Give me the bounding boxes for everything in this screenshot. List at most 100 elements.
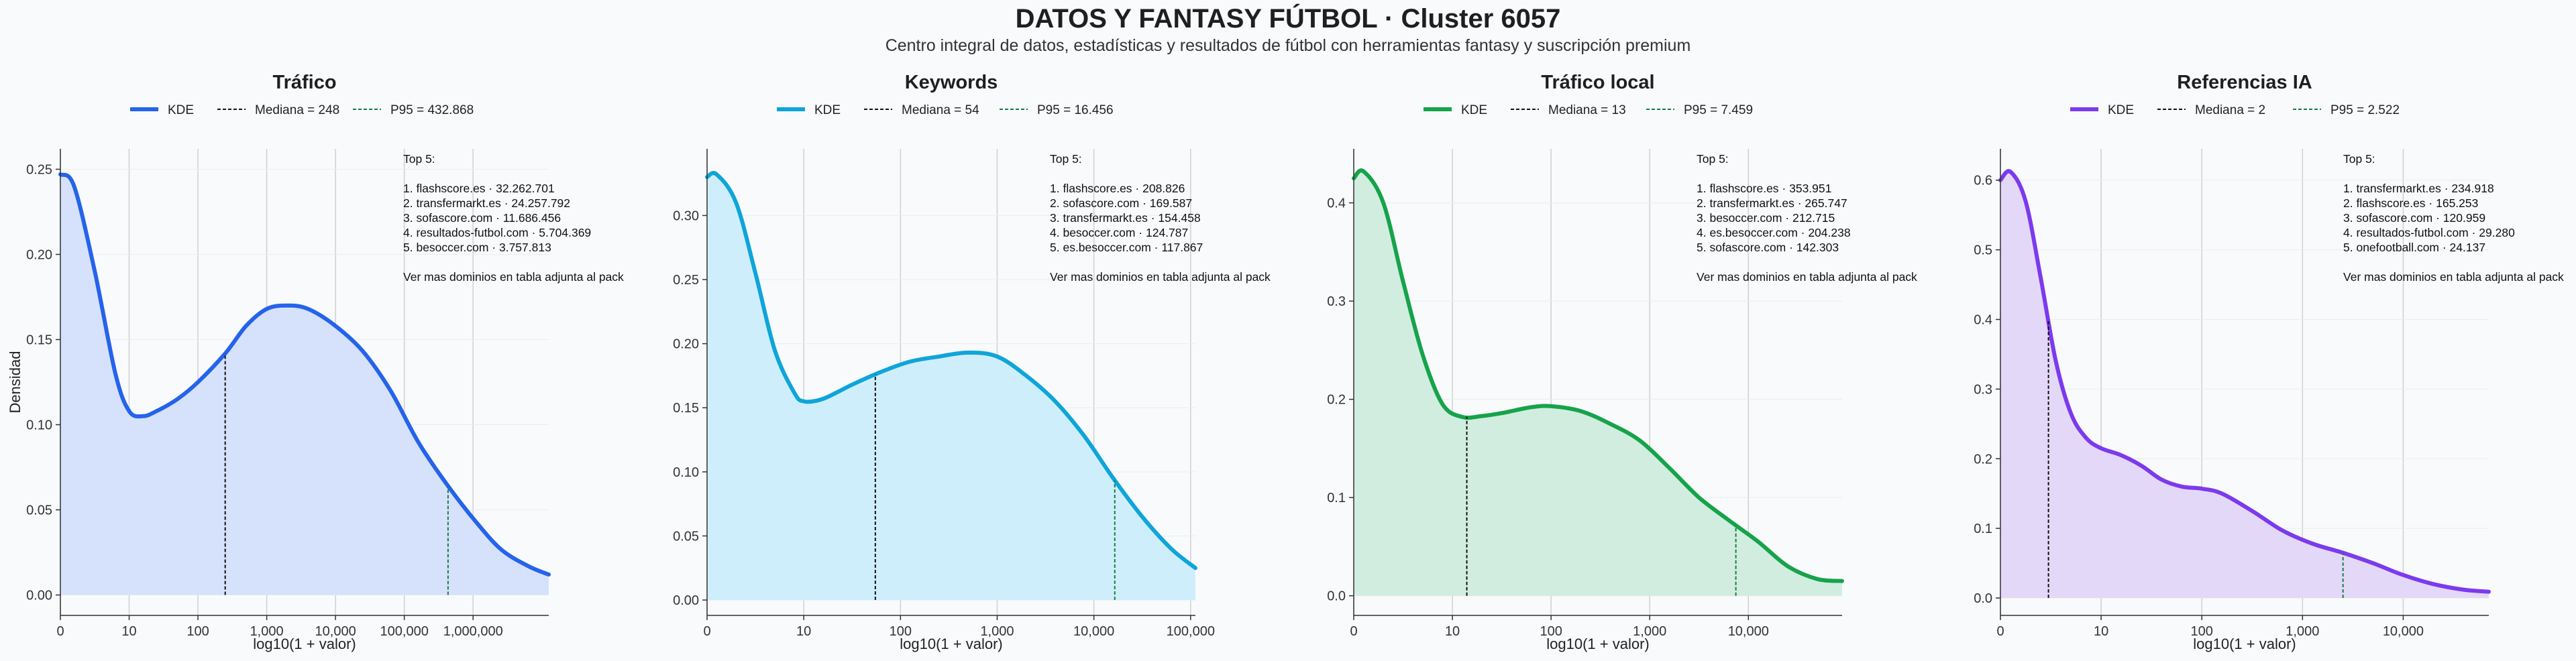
kde-area	[2000, 171, 2489, 599]
y-tick-label: 0.2	[1974, 452, 1992, 467]
x-tick-label: 100	[2191, 624, 2213, 639]
kde-line	[705, 171, 1197, 570]
x-tick-label: 10,000	[1073, 624, 1114, 639]
x-tick-label: 100,000	[1167, 624, 1215, 639]
chart-legend: KDE Mediana = 2 P95 = 2.522	[2070, 103, 2400, 117]
chart-title: Referencias IA	[2177, 72, 2312, 93]
chart-panel-3: Tráfico local KDE Mediana = 13 P95 = 7.459 0…	[1327, 72, 1917, 652]
y-tick-label: 0.00	[673, 593, 699, 608]
annotation-item: 2. flashscore.es · 165.253	[2343, 196, 2478, 210]
legend-p95-label: P95 = 432.868	[390, 103, 474, 117]
annotation-footer: Ver mas dominios en tabla adjunta al pac…	[2343, 270, 2564, 284]
x-tick-label: 1,000	[980, 624, 1014, 639]
annotation-footer: Ver mas dominios en tabla adjunta al pac…	[1050, 270, 1271, 284]
legend-p95-label: P95 = 2.522	[2330, 103, 2400, 117]
x-tick-label: 0	[703, 624, 710, 639]
chart-legend: KDE Mediana = 54 P95 = 16.456	[777, 103, 1114, 117]
x-tick-label: 1,000	[1633, 624, 1666, 639]
x-tick-label: 0	[56, 624, 64, 639]
x-tick-label: 10,000	[315, 624, 356, 639]
annotation-item: 4. es.besoccer.com · 204.238	[1697, 226, 1851, 239]
annotation-item: 5. sofascore.com · 142.303	[1697, 241, 1839, 254]
y-tick-label: 0.25	[26, 162, 52, 177]
legend-p95-label: P95 = 16.456	[1037, 103, 1114, 117]
y-tick-label: 0.00	[26, 589, 52, 603]
x-tick-label: 10	[2094, 624, 2108, 639]
annotation-item: 4. resultados-futbol.com · 29.280	[2343, 226, 2515, 239]
kde-area	[1354, 170, 1842, 596]
x-tick-label: 10	[796, 624, 811, 639]
y-axis-label: Densidad	[7, 351, 23, 414]
annotation-item: 3. sofascore.com · 120.959	[2343, 211, 2485, 225]
y-tick-label: 0.6	[1974, 174, 1992, 188]
y-tick-label: 0.05	[673, 529, 699, 544]
annotation-header: Top 5:	[403, 152, 435, 166]
legend-median-label: Mediana = 248	[255, 103, 339, 117]
annotation-header: Top 5:	[1697, 152, 1729, 166]
legend-kde-label: KDE	[1461, 103, 1487, 117]
chart-panel-1: Tráfico KDE Mediana = 248 P95 = 432.868 0.00…	[7, 72, 624, 652]
y-tick-label: 0.3	[1974, 382, 1992, 397]
annotation-item: 5. es.besoccer.com · 117.867	[1050, 241, 1203, 254]
x-tick-label: 10,000	[2383, 624, 2424, 639]
y-tick-label: 0.1	[1327, 491, 1346, 505]
chart-title: Tráfico local	[1541, 72, 1654, 93]
annotation-item: 5. onefootball.com · 24.137	[2343, 241, 2485, 254]
kde-line	[1998, 169, 2491, 594]
y-tick-label: 0.30	[673, 208, 699, 223]
x-axis-label: log10(1 + valor)	[253, 636, 356, 652]
y-tick-label: 0.1	[1974, 522, 1992, 536]
y-tick-label: 0.3	[1327, 294, 1346, 309]
kde-area	[60, 174, 549, 595]
x-axis-label: log10(1 + valor)	[1546, 636, 1649, 652]
annotation-item: 1. flashscore.es · 353.951	[1697, 182, 1831, 195]
x-axis-label: log10(1 + valor)	[2193, 636, 2296, 652]
chart-legend: KDE Mediana = 13 P95 = 7.459	[1424, 103, 1753, 117]
annotation-item: 1. flashscore.es · 208.826	[1050, 182, 1185, 195]
annotation-item: 3. besoccer.com · 212.715	[1697, 211, 1835, 225]
legend-median-label: Mediana = 2	[2195, 103, 2265, 117]
annotation-item: 5. besoccer.com · 3.757.813	[403, 241, 551, 254]
y-tick-label: 0.05	[26, 503, 52, 518]
chart-panel-2: Keywords KDE Mediana = 54 P95 = 16.456 0.00 0…	[673, 72, 1271, 652]
y-tick-label: 0.15	[26, 333, 52, 347]
y-tick-label: 0.25	[673, 273, 699, 288]
legend-median-label: Mediana = 54	[902, 103, 979, 117]
x-tick-label: 100	[890, 624, 912, 639]
y-tick-label: 0.5	[1974, 243, 1992, 258]
y-tick-label: 0.0	[1974, 591, 1992, 606]
annotation-item: 4. besoccer.com · 124.787	[1050, 226, 1188, 239]
chart-title: Keywords	[905, 72, 998, 93]
legend-p95-label: P95 = 7.459	[1684, 103, 1753, 117]
annotation-footer: Ver mas dominios en tabla adjunta al pac…	[403, 270, 624, 284]
annotation-item: 1. flashscore.es · 32.262.701	[403, 182, 555, 195]
annotation-header: Top 5:	[2343, 152, 2375, 166]
x-tick-label: 10	[121, 624, 136, 639]
x-tick-label: 1,000	[250, 624, 284, 639]
page-subtitle: Centro integral de datos, estadísticas y…	[885, 36, 1691, 55]
annotation-item: 4. resultados-futbol.com · 5.704.369	[403, 226, 591, 239]
x-tick-label: 0	[1350, 624, 1357, 639]
x-axis-label: log10(1 + valor)	[900, 636, 1002, 652]
annotation-item: 3. sofascore.com · 11.686.456	[403, 211, 561, 225]
x-tick-label: 100,000	[380, 624, 429, 639]
annotation-header: Top 5:	[1050, 152, 1082, 166]
y-tick-label: 0.0	[1327, 589, 1346, 604]
chart-title: Tráfico	[272, 72, 336, 93]
x-tick-label: 0	[1996, 624, 2004, 639]
annotation-item: 2. transfermarkt.es · 24.257.792	[403, 196, 570, 210]
chart-legend: KDE Mediana = 248 P95 = 432.868	[130, 103, 474, 117]
x-tick-label: 10,000	[1728, 624, 1769, 639]
annotation-item: 2. sofascore.com · 169.587	[1050, 196, 1192, 210]
legend-median-label: Mediana = 13	[1548, 103, 1626, 117]
y-tick-label: 0.10	[26, 418, 52, 433]
legend-kde-label: KDE	[168, 103, 194, 117]
x-tick-label: 1,000,000	[443, 624, 503, 639]
annotation-item: 2. transfermarkt.es · 265.747	[1697, 196, 1847, 210]
y-tick-label: 0.4	[1974, 313, 1992, 328]
